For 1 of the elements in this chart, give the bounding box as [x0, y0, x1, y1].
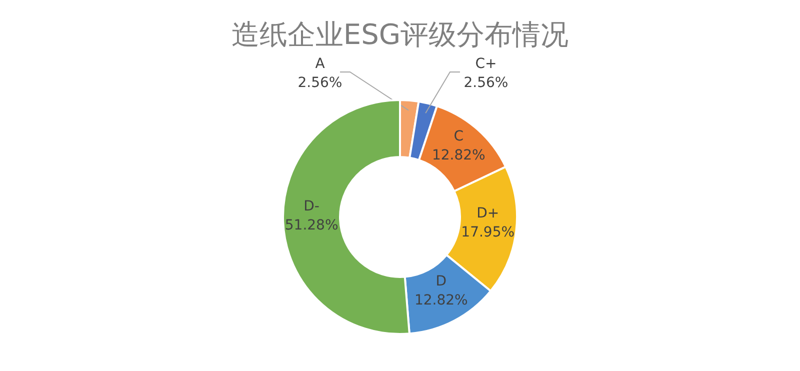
title: 造纸企业ESG评级分布情况 — [231, 18, 569, 51]
